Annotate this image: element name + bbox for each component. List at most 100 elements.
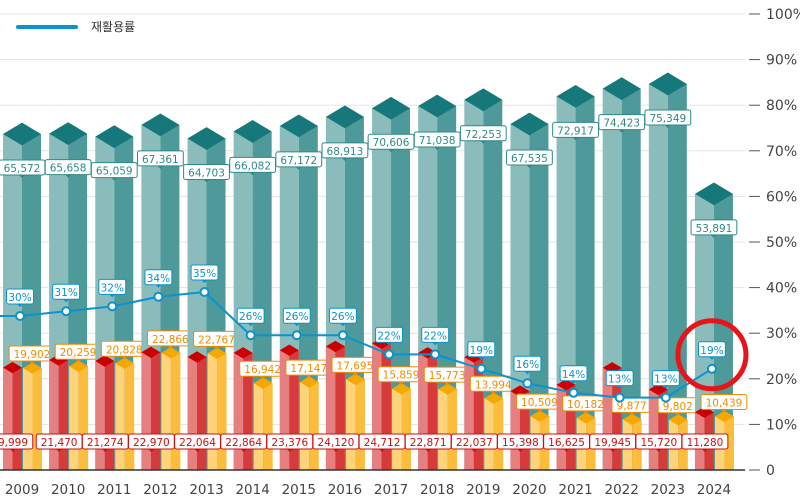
orange-value-label-pointer — [444, 382, 451, 386]
red-value-label-pointer — [701, 449, 708, 452]
rate-label-text: 26% — [239, 311, 262, 323]
total-value-label-text: 70,606 — [373, 137, 410, 149]
red-bar — [648, 383, 668, 470]
orange-value-label-text: 19,902 — [14, 349, 51, 361]
rate-label: 30% — [6, 288, 34, 307]
red-bar-left-face — [233, 352, 244, 470]
orange-value-label-text: 9,802 — [663, 401, 693, 413]
orange-bar-top-face — [438, 383, 458, 395]
red-bar-top-face — [95, 355, 115, 367]
orange-bar — [253, 377, 273, 470]
rate-label: 13% — [605, 370, 634, 389]
orange-value-label-pointer — [536, 409, 543, 413]
total-bar-top-face — [325, 105, 364, 129]
red-value-label: 15,720 — [635, 433, 683, 452]
red-bar-left-face — [187, 356, 198, 470]
total-value-label: 75,349 — [644, 109, 692, 128]
red-value-label: 22,864 — [220, 433, 268, 452]
orange-value-label-pointer — [75, 359, 82, 363]
red-value-label-pointer — [332, 449, 339, 452]
orange-bar-top-face — [207, 347, 227, 360]
x-tick-label: 2012 — [143, 482, 177, 498]
total-value-label: 67,361 — [136, 150, 184, 169]
red-value-label: 21,470 — [35, 433, 83, 452]
total-value-label: 53,891 — [690, 219, 738, 238]
red-bar-right-face — [658, 389, 668, 470]
orange-bar-top-face — [530, 410, 550, 422]
orange-bar-right-face — [401, 388, 412, 470]
orange-bar-left-face — [115, 363, 125, 470]
orange-bar-right-face — [263, 383, 273, 470]
red-bar-right-face — [197, 356, 207, 470]
orange-value-label: 15,859 — [377, 366, 425, 385]
red-bar-left-face — [648, 389, 659, 470]
orange-value-label-text: 10,509 — [521, 397, 558, 409]
total-value-label-text: 65,572 — [4, 163, 41, 175]
red-value-label-pointer — [102, 449, 109, 452]
orange-bar-right-face — [309, 382, 319, 470]
rate-label: 31% — [52, 283, 81, 303]
right-axis-tick-label: 60% — [766, 189, 797, 205]
rate-point — [522, 378, 533, 389]
x-tick-label: 2023 — [651, 482, 685, 498]
red-value-label-text: 22,037 — [456, 437, 493, 449]
red-bar — [418, 347, 438, 470]
total-value-label-pointer — [618, 129, 625, 133]
x-tick-label: 2013 — [189, 482, 223, 498]
orange-value-label-text: 22,866 — [152, 334, 189, 346]
x-tick-label: 2018 — [420, 482, 454, 498]
orange-value-label: 17,147 — [285, 359, 333, 379]
orange-bar-top-face — [622, 413, 642, 426]
orange-value-label: 20,828 — [100, 340, 148, 360]
orange-bar — [392, 383, 412, 470]
red-value-label-pointer — [517, 449, 524, 452]
rate-label-text: 26% — [285, 311, 308, 323]
rate-label: 22% — [375, 326, 403, 346]
rate-label-pointer — [339, 323, 346, 327]
red-bar — [233, 347, 253, 470]
orange-value-label-text: 15,773 — [429, 370, 466, 382]
red-value-label-text: 15,398 — [502, 437, 539, 449]
red-bar — [3, 361, 22, 470]
orange-bar-left-face — [299, 382, 310, 470]
rate-label-text: 16% — [516, 359, 539, 371]
x-tick-label: 2015 — [282, 482, 316, 498]
orange-value-label: 22,866 — [146, 330, 194, 349]
orange-value-label: 20,259 — [54, 343, 102, 363]
orange-bar-top-face — [115, 357, 135, 369]
orange-value-label: 16,942 — [239, 360, 287, 380]
orange-value-label-text: 15,859 — [383, 370, 420, 382]
x-tick-label: 2011 — [97, 482, 131, 498]
red-value-label-text: 22,871 — [410, 437, 447, 449]
rate-label-pointer — [109, 294, 116, 298]
red-bar-left-face — [279, 350, 290, 470]
x-tick-label: 2021 — [558, 482, 592, 498]
rate-label: 26% — [282, 307, 311, 327]
total-bar-top-face — [694, 182, 733, 206]
red-bar-top-face — [233, 347, 253, 359]
red-bar-left-face — [49, 359, 59, 470]
total-value-label-pointer — [295, 166, 302, 170]
rate-label: 26% — [236, 307, 265, 327]
total-value-label-text: 66,082 — [234, 160, 271, 172]
red-bar-left-face — [141, 352, 151, 470]
total-value-label-pointer — [434, 147, 441, 151]
orange-value-label-pointer — [720, 409, 727, 413]
rate-label-pointer — [17, 304, 23, 307]
orange-value-label-pointer — [490, 391, 497, 395]
total-value-label: 67,172 — [275, 151, 323, 170]
red-bar-right-face — [473, 357, 484, 470]
rate-point — [291, 330, 302, 341]
orange-bar-top-face — [69, 360, 89, 372]
rate-label-pointer — [293, 323, 300, 327]
red-value-label: 24,120 — [312, 433, 360, 452]
orange-bar-right-face — [217, 353, 227, 470]
orange-bar-top-face — [714, 410, 734, 423]
total-value-label-text: 72,253 — [465, 129, 502, 141]
rate-label: 26% — [328, 307, 357, 327]
orange-value-label-pointer — [398, 381, 405, 385]
rate-label-text: 35% — [193, 268, 216, 280]
red-bar — [279, 344, 299, 470]
orange-bar-top-face — [392, 383, 412, 395]
red-bar-top-face — [325, 340, 345, 353]
